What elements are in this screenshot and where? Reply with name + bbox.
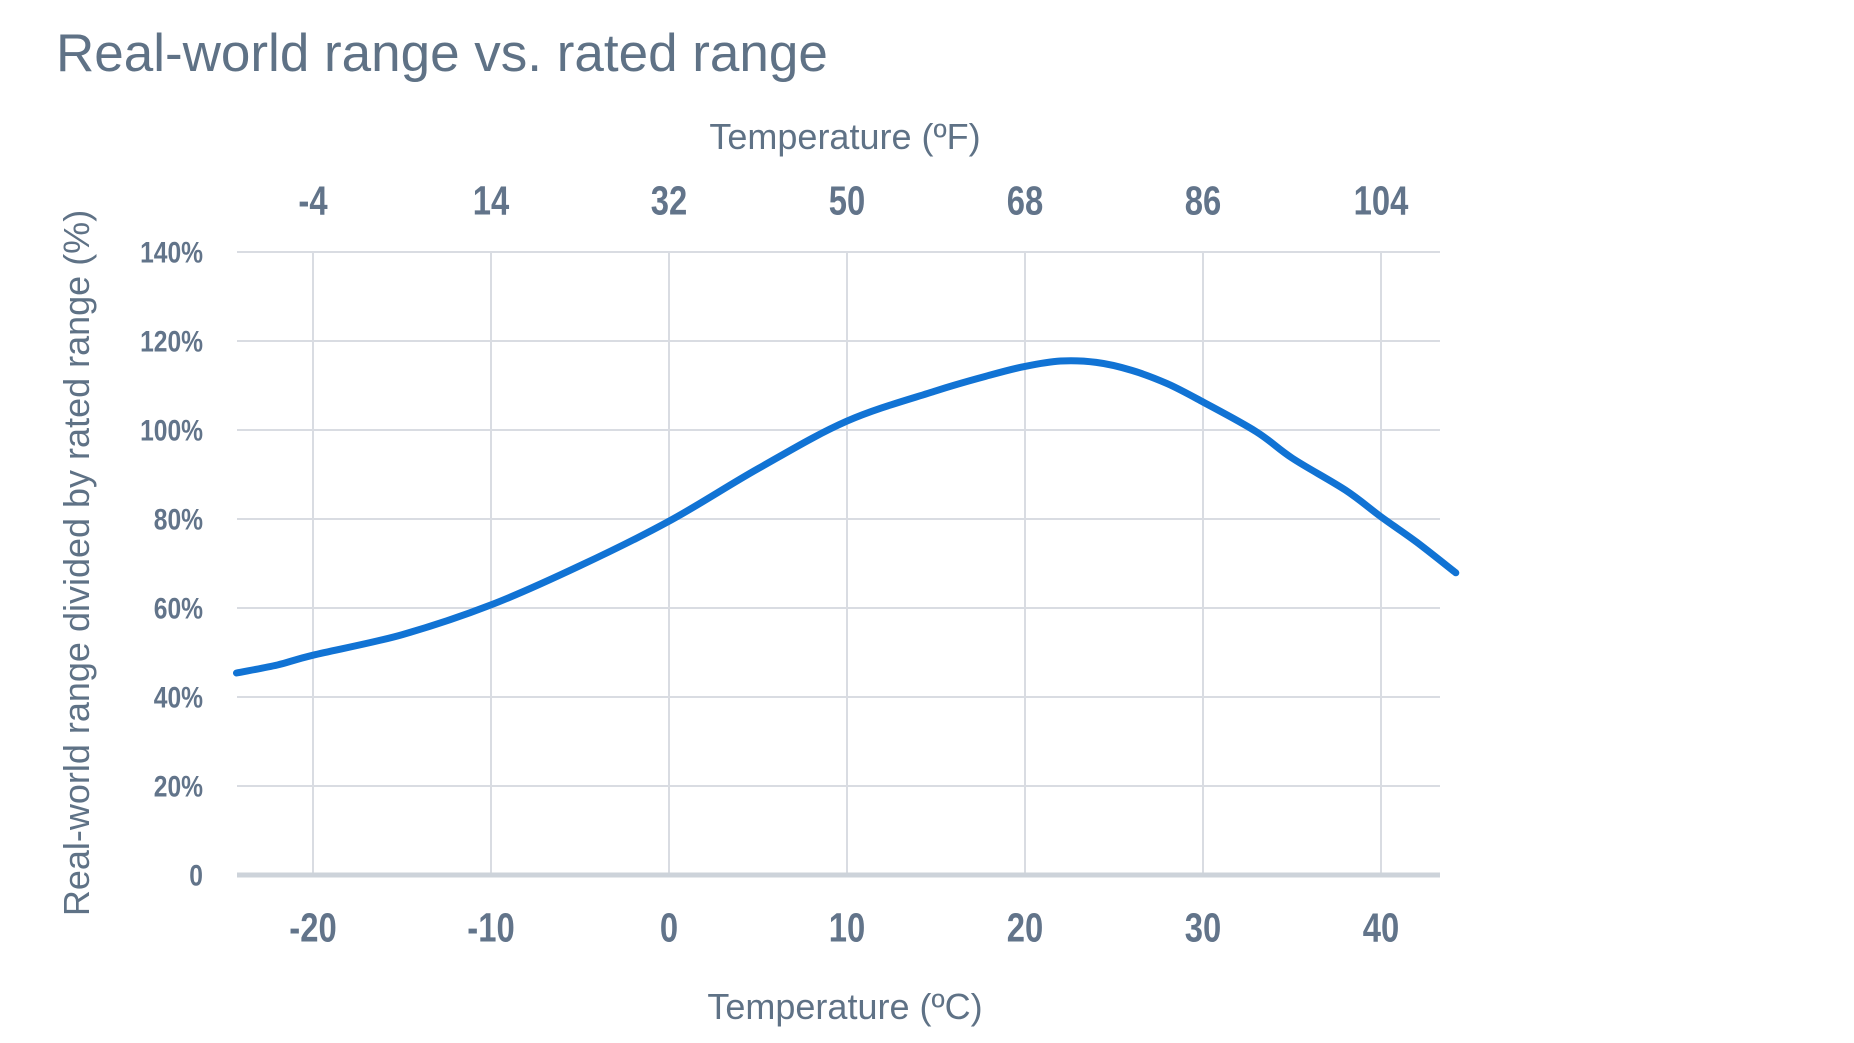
x-tick-label-bottom: 40: [1363, 904, 1399, 950]
x-tick-label-bottom: 30: [1185, 904, 1221, 950]
x-tick-label-top: -4: [298, 177, 327, 223]
x-tick-label-top: 14: [473, 177, 510, 223]
x-tick-label-top: 86: [1185, 177, 1221, 223]
x-tick-label-bottom: 10: [829, 904, 865, 950]
x-tick-label-bottom: -10: [467, 904, 514, 950]
y-tick-label: 140%: [140, 235, 203, 269]
x-tick-label-bottom: 20: [1007, 904, 1043, 950]
x-tick-label-top: 32: [651, 177, 687, 223]
x-tick-label-top: 68: [1007, 177, 1043, 223]
y-axis-title: Real-world range divided by rated range …: [56, 209, 97, 917]
y-tick-label: 120%: [140, 324, 203, 358]
x-tick-label-top: 104: [1354, 177, 1409, 223]
y-tick-label: 60%: [154, 591, 203, 625]
y-tick-label: 40%: [154, 680, 203, 714]
x-axis-top-title: Temperature (ºF): [709, 116, 981, 157]
chart-title: Real-world range vs. rated range: [56, 24, 828, 83]
x-axis-bottom-title: Temperature (ºC): [707, 986, 983, 1027]
x-tick-label-bottom: -20: [289, 904, 336, 950]
y-tick-label: 80%: [154, 502, 203, 536]
x-tick-label-bottom: 0: [660, 904, 678, 950]
y-tick-label: 20%: [154, 769, 203, 803]
y-tick-label: 0: [189, 858, 203, 892]
x-tick-label-top: 50: [829, 177, 865, 223]
range-curve: [233, 357, 1460, 677]
y-tick-label: 100%: [140, 413, 203, 447]
